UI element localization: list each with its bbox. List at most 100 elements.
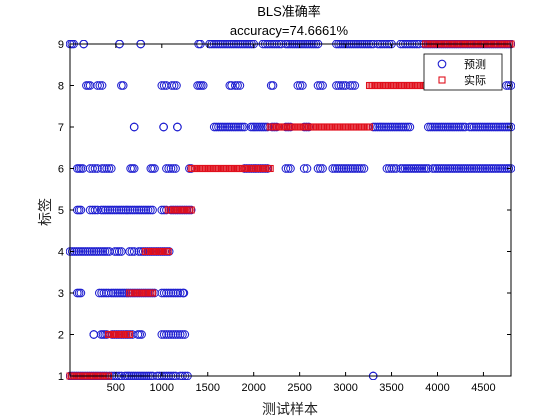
predicted-point [104,164,114,173]
predicted-point [283,164,293,173]
predicted-point [336,81,346,90]
predicted-point [379,122,389,132]
predicted-point [352,164,362,173]
predicted-point [403,122,413,132]
predicted-point [97,288,106,298]
predicted-point [94,247,103,256]
actual-point [149,289,157,297]
predicted-point [128,205,137,215]
predicted-point [107,205,117,215]
predicted-point [375,122,384,132]
predicted-point [504,81,514,90]
predicted-point [448,164,457,173]
predicted-point [335,164,344,173]
actual-point [365,123,374,131]
predicted-point [402,164,412,173]
predicted-point [370,122,380,132]
predicted-point [254,122,264,132]
predicted-point [157,330,167,339]
predicted-point [497,122,507,132]
legend-actual-label: 实际 [464,73,486,87]
predicted-point [113,288,123,298]
predicted-point [458,164,468,173]
y-tick-label: 8 [58,81,64,93]
predicted-point [125,205,135,215]
predicted-point [159,122,168,132]
predicted-point [474,122,483,132]
predicted-point [227,81,236,90]
predicted-point [150,164,159,173]
predicted-point [460,122,470,132]
predicted-point [252,122,262,132]
axis-ticks: 500 1000 1500 2000 2500 3000 3500 4000 4500 1 2 3 4 5… [58,39,511,394]
predicted-point [493,122,503,132]
predicted-point [136,247,146,256]
predicted-point [233,81,242,90]
predicted-point [130,205,140,215]
predicted-point [447,122,457,132]
predicted-point [166,164,176,173]
predicted-point [162,288,171,298]
legend-predicted-label: 预测 [464,58,486,71]
predicted-point [359,164,369,173]
predicted-point [117,288,127,298]
predicted-point [389,164,399,173]
predicted-point [315,81,325,90]
predicted-point [454,122,463,132]
predicted-point [115,288,125,298]
predicted-point [469,122,479,132]
y-tick-label: 7 [58,122,64,134]
predicted-point [478,164,488,173]
predicted-point [268,81,278,90]
predicted-point [162,330,171,339]
predicted-point [209,122,219,132]
predicted-point [111,288,120,298]
predicted-point [110,247,120,256]
predicted-point [355,164,364,173]
predicted-point [89,247,99,256]
legend: 预测 实际 [423,53,503,91]
predicted-point [167,81,177,90]
predicted-point [430,164,440,173]
predicted-point [76,205,86,215]
legend-predicted-marker [437,59,447,69]
predicted-point [469,164,479,173]
predicted-point [159,330,169,339]
predicted-point [489,164,498,173]
predicted-point [127,247,137,256]
x-tick-label: 3500 [379,382,403,394]
predicted-point [452,122,461,132]
plot-area [66,40,515,380]
predicted-point [471,122,481,132]
x-tick-label: 4500 [471,382,495,394]
predicted-point [411,164,420,173]
predicted-point [350,81,360,90]
predicted-point [295,81,305,90]
predicted-point [173,288,183,298]
predicted-point [348,81,357,90]
predicted-point [396,122,406,132]
predicted-point [103,205,113,215]
predicted-point [233,122,243,132]
predicted-point [456,122,466,132]
predicted-point [118,81,128,90]
predicted-point [166,330,176,339]
predicted-point [348,164,358,173]
predicted-point [415,164,425,173]
predicted-point [109,288,118,298]
predicted-point [439,122,448,132]
predicted-point [231,122,241,132]
predicted-point [404,164,414,173]
predicted-point [114,205,124,215]
y-tick-label: 4 [58,247,64,259]
predicted-point [175,288,185,298]
predicted-point [382,164,392,173]
predicted-point [96,205,106,215]
predicted-point [313,164,323,173]
predicted-point [85,247,95,256]
predicted-point [441,122,450,132]
actual-point [187,206,195,214]
predicted-point [179,288,189,298]
predicted-point [88,164,97,173]
predicted-point [235,81,245,90]
